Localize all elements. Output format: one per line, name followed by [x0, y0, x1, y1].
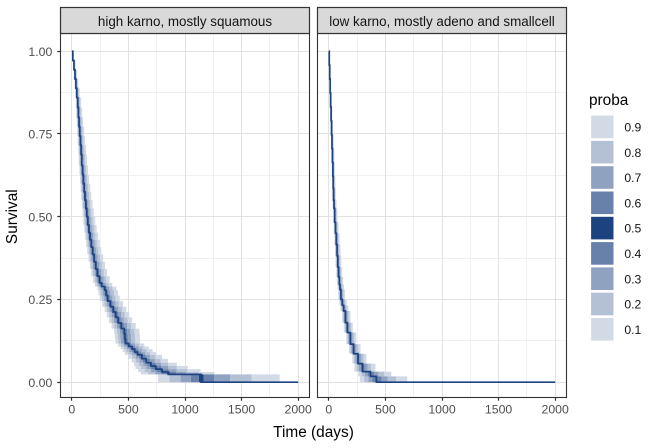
svg-text:2000: 2000	[285, 403, 313, 417]
svg-text:proba: proba	[589, 92, 629, 109]
svg-text:500: 500	[118, 403, 139, 417]
svg-text:0.00: 0.00	[28, 376, 52, 390]
svg-text:500: 500	[375, 403, 396, 417]
svg-text:1000: 1000	[171, 403, 199, 417]
svg-text:0.8: 0.8	[624, 146, 641, 160]
svg-text:0.6: 0.6	[624, 196, 641, 210]
svg-text:Time (days): Time (days)	[273, 424, 354, 441]
svg-text:0.7: 0.7	[624, 171, 641, 185]
svg-text:0.75: 0.75	[28, 128, 52, 142]
svg-text:high karno, mostly squamous: high karno, mostly squamous	[98, 14, 272, 29]
svg-text:low karno, mostly adeno and sm: low karno, mostly adeno and smallcell	[329, 14, 555, 29]
svg-text:0.4: 0.4	[624, 247, 641, 261]
svg-text:0.3: 0.3	[624, 272, 641, 286]
svg-text:0.9: 0.9	[624, 121, 641, 135]
svg-text:0.2: 0.2	[624, 298, 641, 312]
svg-text:1500: 1500	[228, 403, 256, 417]
svg-text:0.5: 0.5	[624, 222, 641, 236]
svg-text:Survival: Survival	[4, 189, 21, 244]
svg-text:1500: 1500	[485, 403, 513, 417]
svg-text:0.25: 0.25	[28, 293, 52, 307]
svg-text:1000: 1000	[428, 403, 456, 417]
svg-text:0.50: 0.50	[28, 210, 52, 224]
svg-text:0.1: 0.1	[624, 323, 641, 337]
svg-text:1.00: 1.00	[28, 45, 52, 59]
svg-text:0: 0	[68, 403, 75, 417]
svg-text:0: 0	[325, 403, 332, 417]
svg-text:2000: 2000	[542, 403, 570, 417]
